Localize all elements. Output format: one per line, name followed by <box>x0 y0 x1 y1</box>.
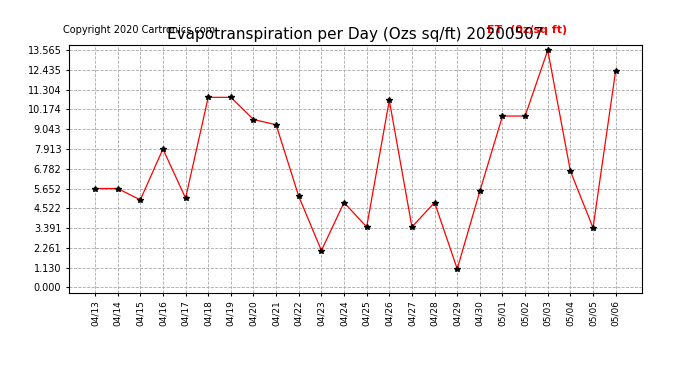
Text: Copyright 2020 Cartronics.com: Copyright 2020 Cartronics.com <box>63 25 215 35</box>
Text: ET  (0z/sq ft): ET (0z/sq ft) <box>487 25 567 35</box>
Title: Evapotranspiration per Day (Ozs sq/ft) 20200507: Evapotranspiration per Day (Ozs sq/ft) 2… <box>167 27 544 42</box>
